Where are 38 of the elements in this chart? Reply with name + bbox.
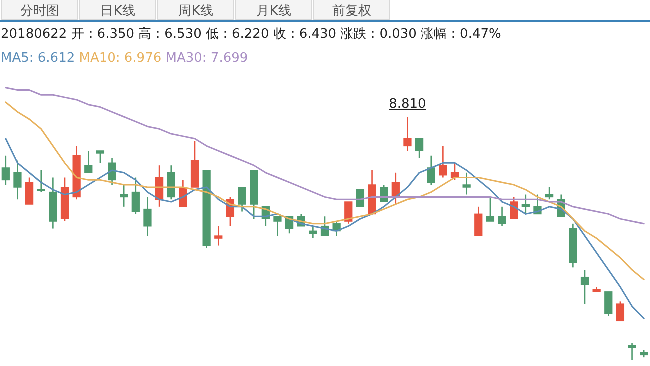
candlestick: [14, 160, 22, 200]
candlestick: [545, 186, 554, 200]
candlestick: [144, 196, 152, 237]
chart-title: 20180622 开：6.350 高：6.530 低：6.220 收：6.430 涨跌：0.030 涨幅：0.47%: [1, 26, 502, 42]
candlestick: [37, 170, 46, 193]
candlestick: [404, 116, 412, 152]
candlestick: [96, 150, 105, 164]
candlestick: [2, 155, 10, 186]
candlestick: [580, 269, 590, 305]
candlestick: [120, 184, 128, 208]
candlestick: [132, 177, 140, 215]
candlestick: [84, 150, 93, 174]
candlestick: [274, 216, 282, 237]
candlestick: [462, 172, 471, 196]
candlestick: [474, 206, 483, 237]
candlestick: [380, 184, 388, 203]
candlestick: [522, 194, 530, 215]
candlestick: [25, 177, 34, 206]
candlestick: [108, 158, 116, 186]
candlestick: [356, 190, 365, 208]
candlestick: [238, 186, 246, 212]
candlestick: [486, 196, 495, 222]
candlestick: [344, 201, 353, 225]
annotation: 8.810: [389, 97, 426, 112]
candlestick: [628, 342, 636, 361]
text: MA5: 6.612: [1, 51, 76, 66]
candlestick: [415, 138, 424, 159]
text: MA10: 6.976: [75, 51, 162, 66]
candlestick: [214, 226, 223, 246]
candlestick: [439, 146, 448, 178]
text: MA30: 7.699: [162, 51, 248, 66]
candlestick: [510, 196, 518, 220]
tabs: 分时图 日K线 周K线 月K线 前复权: [2, 0, 390, 20]
candlestick: [498, 206, 506, 227]
candlestick: [616, 301, 625, 322]
candlestick: [309, 226, 318, 240]
candlestick: [427, 155, 436, 186]
candlestick: [604, 291, 613, 317]
